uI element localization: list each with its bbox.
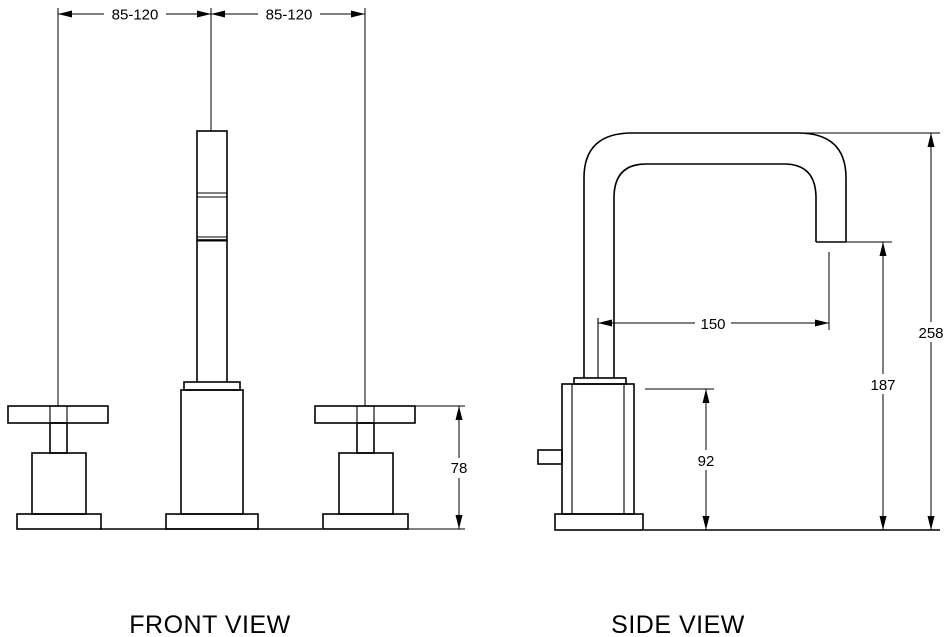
handle-height-label: 78 [451, 460, 468, 477]
outlet-height-label: 187 [870, 377, 895, 394]
body-height-label: 92 [698, 453, 715, 470]
center-spout [165, 130, 259, 530]
overall-height-label: 258 [918, 325, 943, 342]
side-view: 150 92 187 258 SIDE [537, 132, 948, 637]
right-spacing-label: 85-120 [266, 7, 313, 24]
front-view-title: FRONT VIEW [129, 611, 290, 637]
reach-dimension: 150 [598, 252, 830, 333]
handle-height-dimension: 78 [408, 405, 470, 530]
spacing-dimension: 85-120 85-120 [57, 4, 366, 406]
overall-height-dimension: 258 [798, 132, 948, 530]
spout-reach-label: 150 [700, 316, 725, 333]
left-handle [7, 405, 109, 530]
outlet-height-dimension: 187 [846, 241, 899, 530]
left-spacing-label: 85-120 [112, 7, 159, 24]
side-lever [537, 449, 563, 465]
side-base-plate [554, 513, 644, 531]
body-height-dimension: 92 [645, 388, 719, 530]
front-view: 85-120 85-120 78 FRONT VIEW [7, 4, 470, 637]
gooseneck-spout [583, 132, 847, 378]
side-view-title: SIDE VIEW [611, 611, 745, 637]
side-body [561, 383, 635, 515]
right-handle [314, 405, 416, 530]
